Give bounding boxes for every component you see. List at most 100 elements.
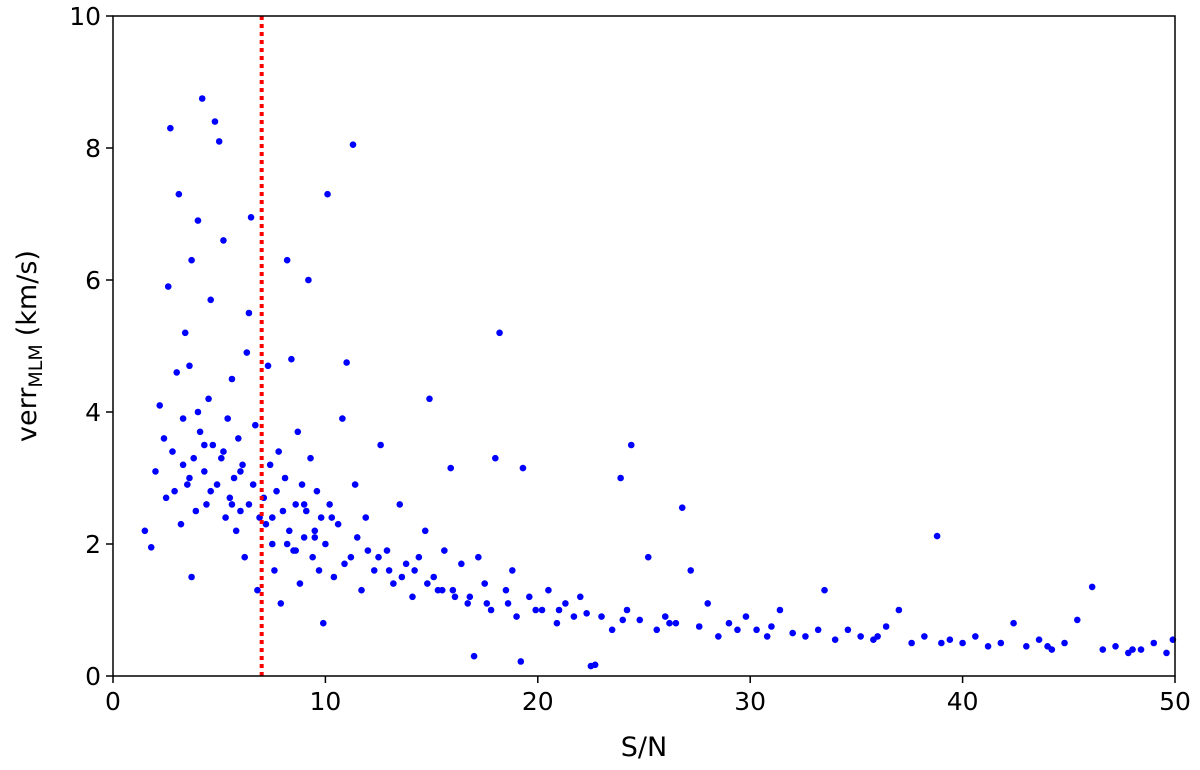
point bbox=[213, 481, 221, 488]
point bbox=[283, 540, 291, 548]
point bbox=[411, 567, 418, 574]
point bbox=[763, 633, 771, 640]
point bbox=[228, 375, 236, 383]
x-axis-label: S/N bbox=[621, 732, 667, 763]
point bbox=[353, 534, 361, 541]
point bbox=[583, 610, 590, 617]
y-tick-label: 0 bbox=[85, 662, 101, 691]
point bbox=[147, 544, 155, 551]
point bbox=[1088, 583, 1096, 591]
point bbox=[188, 256, 195, 264]
point bbox=[424, 580, 431, 587]
point bbox=[328, 514, 336, 521]
point bbox=[831, 636, 839, 643]
point bbox=[447, 464, 455, 472]
point bbox=[194, 217, 202, 224]
point bbox=[311, 527, 319, 535]
point bbox=[196, 428, 204, 436]
point bbox=[164, 283, 172, 290]
point bbox=[475, 553, 482, 561]
point bbox=[273, 487, 280, 495]
point bbox=[553, 619, 561, 627]
point bbox=[438, 586, 446, 594]
x-tick-label: 20 bbox=[522, 687, 554, 716]
y-tick-label: 10 bbox=[69, 2, 101, 31]
point bbox=[509, 567, 516, 574]
point bbox=[619, 616, 627, 624]
y-label-text: verr bbox=[12, 387, 43, 442]
point bbox=[319, 619, 327, 627]
point bbox=[326, 501, 333, 508]
point bbox=[874, 633, 881, 640]
point bbox=[938, 639, 945, 647]
point bbox=[421, 527, 429, 535]
point bbox=[517, 658, 525, 665]
point bbox=[415, 553, 423, 561]
point bbox=[305, 276, 312, 284]
x-tick-label: 50 bbox=[1159, 687, 1191, 716]
point bbox=[201, 441, 208, 449]
point bbox=[198, 95, 206, 102]
point bbox=[167, 124, 174, 132]
point bbox=[343, 359, 350, 366]
point bbox=[235, 435, 242, 442]
point bbox=[821, 586, 828, 594]
point bbox=[224, 415, 231, 422]
point bbox=[1099, 646, 1107, 653]
point bbox=[666, 619, 673, 627]
point bbox=[232, 527, 240, 535]
point bbox=[1129, 646, 1136, 653]
point bbox=[492, 454, 499, 462]
point bbox=[789, 629, 796, 637]
point bbox=[169, 448, 176, 455]
point bbox=[715, 633, 722, 640]
point bbox=[377, 441, 384, 449]
point bbox=[1035, 636, 1043, 643]
point bbox=[409, 593, 416, 601]
point bbox=[152, 468, 159, 475]
point bbox=[315, 567, 323, 574]
point bbox=[241, 553, 248, 561]
point bbox=[186, 474, 193, 482]
point bbox=[483, 600, 491, 607]
point bbox=[504, 600, 512, 607]
point bbox=[1137, 646, 1145, 653]
point bbox=[1023, 643, 1030, 650]
y-tick-label: 8 bbox=[85, 134, 101, 163]
point bbox=[266, 461, 274, 469]
point bbox=[205, 395, 212, 403]
point bbox=[396, 501, 404, 508]
point bbox=[269, 540, 276, 548]
point bbox=[598, 613, 605, 620]
point bbox=[294, 428, 302, 436]
point bbox=[277, 600, 285, 607]
point bbox=[375, 553, 382, 561]
point bbox=[513, 613, 520, 620]
point bbox=[322, 540, 329, 548]
point bbox=[222, 514, 229, 521]
point bbox=[1061, 639, 1068, 647]
point bbox=[672, 619, 680, 627]
point bbox=[262, 520, 270, 528]
point bbox=[269, 514, 276, 521]
point bbox=[347, 553, 355, 561]
point bbox=[1010, 619, 1017, 627]
point bbox=[402, 560, 410, 568]
point bbox=[311, 534, 319, 541]
point bbox=[292, 547, 299, 554]
point bbox=[334, 520, 342, 528]
point bbox=[190, 454, 198, 462]
point bbox=[283, 256, 291, 264]
point bbox=[330, 573, 338, 581]
point bbox=[636, 616, 644, 624]
point bbox=[538, 606, 546, 614]
point bbox=[184, 481, 191, 488]
point bbox=[362, 514, 370, 521]
point bbox=[309, 553, 316, 561]
point bbox=[768, 623, 775, 630]
point bbox=[591, 661, 599, 669]
point bbox=[959, 639, 966, 647]
point bbox=[239, 461, 246, 469]
point bbox=[545, 586, 552, 594]
